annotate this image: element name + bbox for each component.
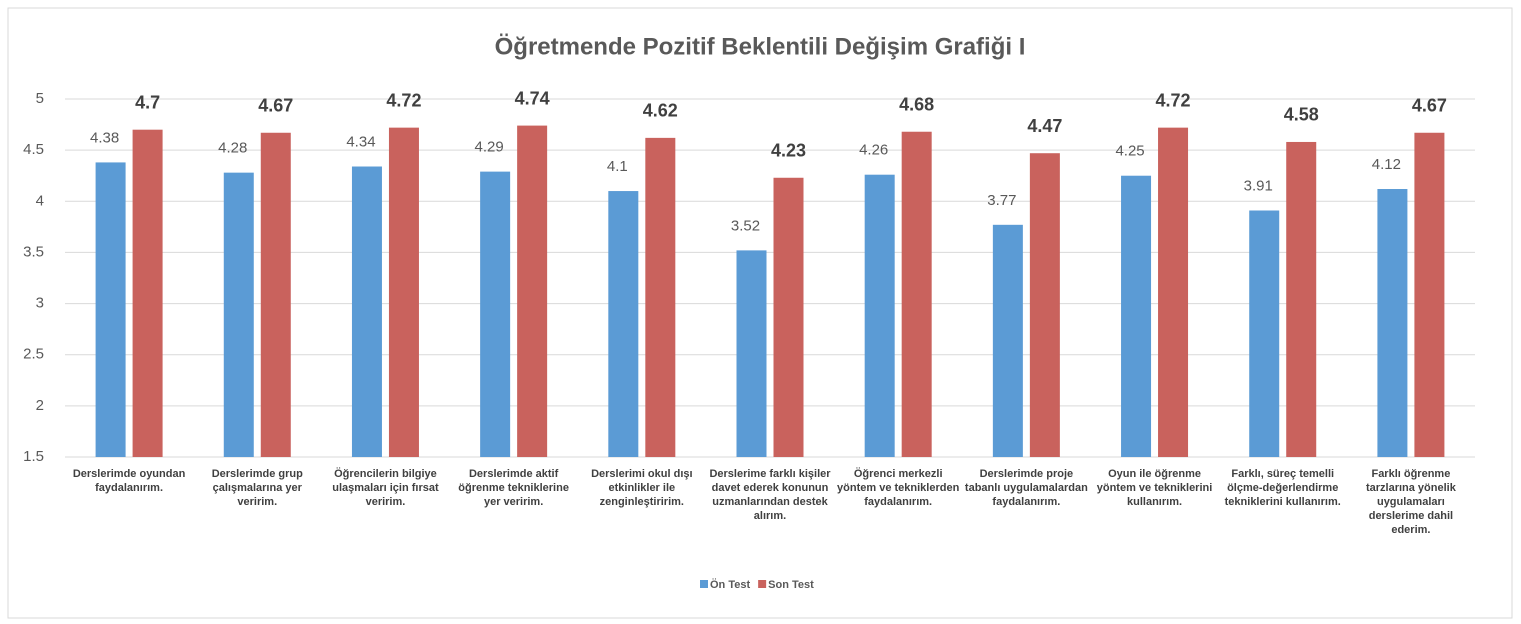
x-tick-label: Derslerimde proje tabanlı uygulamalardan… [964,468,1088,508]
bar [608,191,639,458]
value-label: 4.38 [90,129,119,146]
bar [736,250,767,457]
bar [1377,189,1408,458]
value-label: 4.62 [643,101,678,121]
x-tick-label: Derslerime farklı kişiler davet ederek k… [709,468,831,522]
value-label: 4.26 [859,142,888,159]
bar [1249,210,1280,457]
value-label: 4.34 [346,133,375,150]
bar [992,224,1023,457]
value-label: 4.1 [607,158,628,175]
bar [1286,141,1317,457]
value-label: 4.12 [1372,156,1401,173]
y-tick-label: 3.5 [23,243,44,260]
y-tick-label: 3 [36,295,44,312]
x-tick-label: Oyun ile öğrenme yöntem ve tekniklerini … [1096,468,1213,508]
value-label: 4.28 [218,140,247,157]
legend-label: Ön Test [710,578,750,591]
x-tick-label: Derslerimi okul dışı etkinlikler ile zen… [591,468,693,508]
x-tick-label: Farklı öğrenme tarzlarına yönelik uygula… [1365,468,1456,536]
bar [517,125,548,457]
legend-label: Son Test [768,579,814,591]
legend-swatch [700,580,708,588]
value-label: 4.67 [1412,96,1447,116]
bar [773,177,804,457]
value-label: 3.91 [1244,177,1273,194]
x-tick-label: Derslerimde aktif öğrenme tekniklerine y… [458,468,569,508]
x-tick-label: Öğrenci merkezli yöntem ve tekniklerden … [837,468,960,508]
bar [223,172,254,457]
value-label: 4.68 [899,94,934,114]
y-tick-label: 1.5 [23,448,44,465]
value-label: 4.67 [258,96,293,116]
value-label: 4.74 [515,88,550,108]
value-label: 3.77 [987,192,1016,209]
bar [95,162,126,457]
bar [864,174,895,458]
bar [388,127,419,457]
y-tick-label: 2 [36,397,44,414]
y-tick-label: 2.5 [23,346,44,363]
bar [1029,153,1060,457]
y-tick-label: 4 [36,192,44,209]
chart-title: Öğretmende Pozitif Beklentili Değişim Gr… [495,33,1026,60]
value-label: 4.72 [1156,90,1191,110]
legend-swatch [758,580,767,588]
x-tick-label: Öğrencilerin bilgiye ulaşmaları için fır… [332,468,439,508]
y-tick-label: 4.5 [23,141,44,158]
bar [260,132,291,458]
value-label: 4.72 [386,90,421,110]
value-label: 3.52 [731,217,760,234]
value-label: 4.25 [1115,143,1144,160]
value-label: 4.58 [1284,105,1319,125]
x-tick-label: Derslerimde grup çalışmalarına yer verir… [211,468,303,508]
bar [132,129,163,457]
y-tick-label: 5 [36,90,44,107]
value-label: 4.29 [475,139,504,156]
x-tick-label: Farklı, süreç temelli ölçme-değerlendirm… [1224,468,1341,508]
value-label: 4.23 [771,141,806,161]
value-label: 4.7 [135,92,160,112]
x-tick-label: Derslerimde oyundan faydalanırım. [72,468,186,494]
bar [351,166,382,457]
value-label: 4.47 [1027,116,1062,136]
bar [480,171,511,457]
bar [901,131,932,457]
bar [1414,132,1445,458]
bar [1121,175,1152,457]
bar [1158,127,1189,457]
bar [645,137,676,457]
